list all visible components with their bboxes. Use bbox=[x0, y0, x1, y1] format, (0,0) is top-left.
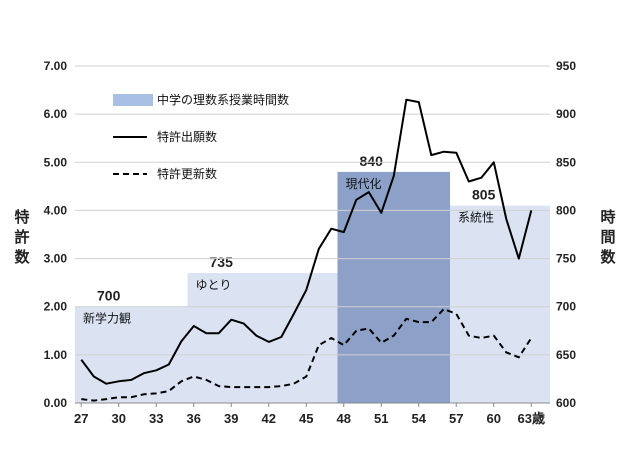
y-left-tick-3: 3.00 bbox=[44, 252, 68, 266]
x-tick-1: 30 bbox=[112, 411, 126, 426]
x-tick-11: 60 bbox=[487, 411, 501, 426]
y-right-tick-3: 750 bbox=[556, 252, 576, 266]
x-tick-7: 48 bbox=[337, 411, 351, 426]
y-left-tick-6: 6.00 bbox=[44, 107, 68, 121]
y-right-tick-5: 850 bbox=[556, 155, 576, 169]
x-tick-10: 57 bbox=[449, 411, 463, 426]
y-left-axis-label: 特許数 bbox=[14, 208, 30, 266]
y-right-tick-0: 600 bbox=[556, 396, 576, 410]
x-tick-2: 33 bbox=[149, 411, 163, 426]
legend-label-0: 中学の理数系授業時間数 bbox=[157, 92, 289, 107]
y-right-tick-6: 900 bbox=[556, 107, 576, 121]
x-tick-6: 45 bbox=[299, 411, 313, 426]
legend-label-2: 特許更新数 bbox=[157, 166, 217, 181]
hours-block-label-1: ゆとり bbox=[196, 278, 232, 292]
hours-block-3 bbox=[450, 205, 550, 403]
series-line-1 bbox=[81, 308, 533, 402]
hours-blocks: 700 新学力観 735 ゆとり 840 現代化 805 系統性 bbox=[75, 153, 550, 403]
hours-block-label-0: 新学力観 bbox=[83, 311, 131, 326]
hours-block-value-3: 805 bbox=[472, 187, 496, 203]
hours-block-value-2: 840 bbox=[360, 153, 384, 169]
x-tick-0: 27 bbox=[74, 411, 88, 426]
series-line-0 bbox=[80, 98, 533, 385]
y-right-axis-label: 時間数 bbox=[600, 208, 616, 266]
y-right-tick-2: 700 bbox=[556, 300, 576, 314]
y-left-tick-0: 0.00 bbox=[44, 396, 68, 410]
x-tick-4: 39 bbox=[224, 411, 238, 426]
gridlines bbox=[75, 65, 550, 356]
series-lines bbox=[80, 98, 533, 402]
legend-label-1: 特許出願数 bbox=[157, 129, 217, 144]
hours-block-label-2: 現代化 bbox=[346, 177, 382, 191]
y-right-tick-4: 800 bbox=[556, 203, 576, 217]
y-left-tick-4: 4.00 bbox=[44, 203, 68, 217]
y-left-tick-5: 5.00 bbox=[44, 155, 68, 169]
x-tick-12: 63歳 bbox=[518, 411, 545, 426]
y-left-tick-1: 1.00 bbox=[44, 348, 68, 362]
hours-block-value-1: 735 bbox=[210, 254, 234, 270]
hours-block-label-3: 系統性 bbox=[458, 211, 494, 225]
legend-swatch-0 bbox=[113, 94, 153, 106]
y-right-tick-7: 950 bbox=[556, 59, 576, 73]
x-tick-5: 42 bbox=[262, 411, 276, 426]
y-right-tick-1: 650 bbox=[556, 348, 576, 362]
x-tick-3: 36 bbox=[187, 411, 201, 426]
axes: 0.00 1.00 2.00 3.00 4.00 5.00 6.00 7.00 600 650 70… bbox=[14, 59, 616, 426]
y-left-tick-2: 2.00 bbox=[44, 300, 68, 314]
x-tick-9: 54 bbox=[412, 411, 427, 426]
x-tick-8: 51 bbox=[374, 411, 388, 426]
y-left-tick-7: 7.00 bbox=[44, 59, 68, 73]
hours-block-value-0: 700 bbox=[97, 288, 121, 304]
